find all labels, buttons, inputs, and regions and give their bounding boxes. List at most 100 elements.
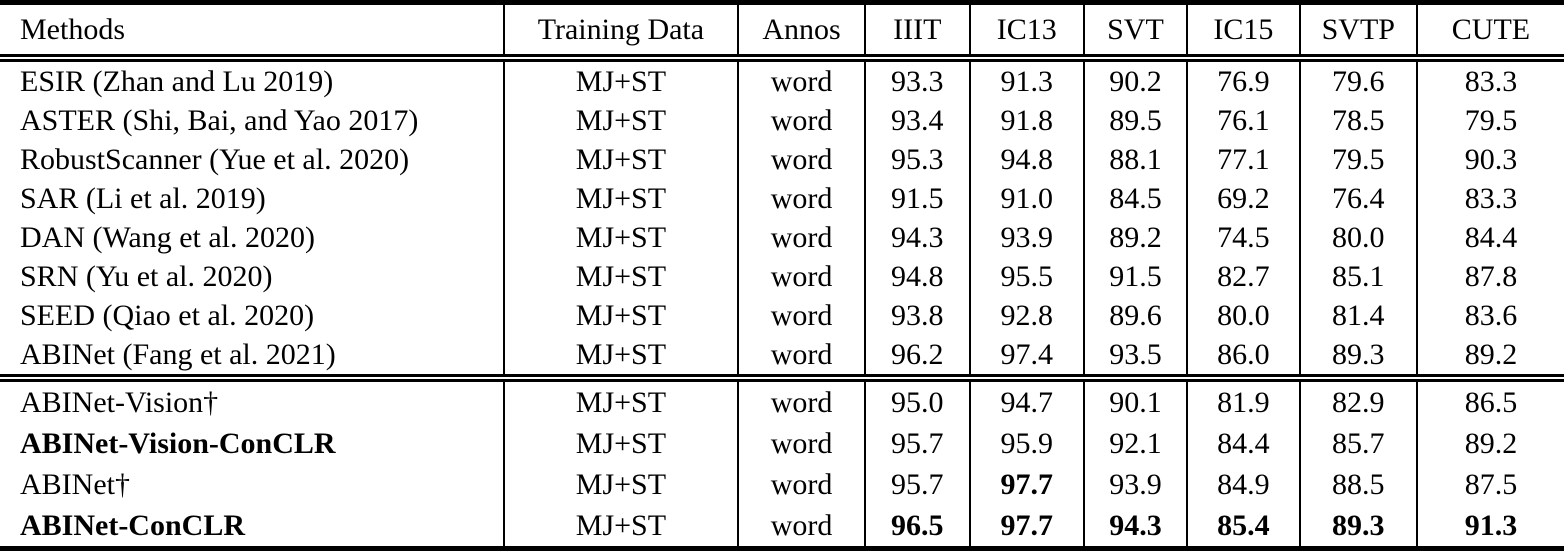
score-cell-svtp: 76.4 bbox=[1298, 179, 1417, 218]
score-cell-cute: 79.5 bbox=[1415, 101, 1564, 140]
score-cell-ic15: 69.2 bbox=[1186, 179, 1300, 218]
score-cell-iiit: 95.7 bbox=[863, 423, 970, 464]
method-cell: SRN (Yu et al. 2020) bbox=[20, 260, 273, 293]
score-cell-iiit: 94.8 bbox=[863, 257, 970, 296]
score-cell-ic15: 84.4 bbox=[1186, 423, 1300, 464]
score-cell-cute: 86.5 bbox=[1415, 378, 1564, 423]
score-cell-svtp: 89.3 bbox=[1298, 505, 1417, 549]
column-header-svt: SVT bbox=[1082, 2, 1188, 62]
training-data-cell: MJ+ST bbox=[502, 464, 739, 505]
score-cell-iiit: 95.3 bbox=[863, 140, 970, 179]
method-cell: ABINet-Vision-ConCLR bbox=[20, 427, 336, 460]
score-cell-svtp: 82.9 bbox=[1298, 378, 1417, 423]
method-cell: RobustScanner (Yue et al. 2020) bbox=[20, 143, 410, 176]
score-cell-svtp: 79.5 bbox=[1298, 140, 1417, 179]
score-cell-ic13: 91.3 bbox=[968, 58, 1084, 101]
score-cell-cute: 87.8 bbox=[1415, 257, 1564, 296]
table-row: SAR (Li et al. 2019) MJ+ST word 91.5 91.0 84.… bbox=[0, 179, 1564, 218]
training-data-cell: MJ+ST bbox=[502, 257, 739, 296]
training-data-cell: MJ+ST bbox=[502, 101, 739, 140]
method-cell: ABINet† bbox=[20, 468, 130, 501]
score-cell-svt: 94.3 bbox=[1082, 505, 1188, 549]
score-cell-ic13: 94.8 bbox=[968, 140, 1084, 179]
method-cell: DAN (Wang et al. 2020) bbox=[20, 221, 316, 254]
score-cell-ic15: 82.7 bbox=[1186, 257, 1300, 296]
table-row: ABINet† MJ+ST word 95.7 97.7 93.9 84.9 88.5 87.5 bbox=[0, 464, 1564, 505]
score-cell-ic13: 91.0 bbox=[968, 179, 1084, 218]
score-cell-ic15: 84.9 bbox=[1186, 464, 1300, 505]
annos-cell: word bbox=[737, 179, 865, 218]
method-cell: SAR (Li et al. 2019) bbox=[20, 182, 266, 215]
annos-cell: word bbox=[737, 378, 865, 423]
score-cell-svt: 93.5 bbox=[1082, 335, 1188, 382]
table-row: ASTER (Shi, Bai, and Yao 2017) MJ+ST word 9… bbox=[0, 101, 1564, 140]
score-cell-svtp: 88.5 bbox=[1298, 464, 1417, 505]
score-cell-svt: 93.9 bbox=[1082, 464, 1188, 505]
annos-cell: word bbox=[737, 296, 865, 335]
score-cell-cute: 90.3 bbox=[1415, 140, 1564, 179]
training-data-cell: MJ+ST bbox=[502, 179, 739, 218]
score-cell-ic13: 97.4 bbox=[968, 335, 1084, 382]
column-header-iiit: IIIT bbox=[863, 2, 970, 62]
annos-cell: word bbox=[737, 218, 865, 257]
score-cell-svtp: 79.6 bbox=[1298, 58, 1417, 101]
method-cell: ABINet-ConCLR bbox=[20, 509, 245, 542]
score-cell-ic13: 92.8 bbox=[968, 296, 1084, 335]
score-cell-ic15: 86.0 bbox=[1186, 335, 1300, 382]
method-cell: ESIR (Zhan and Lu 2019) bbox=[20, 65, 334, 98]
column-header-annos: Annos bbox=[737, 2, 865, 62]
score-cell-svtp: 81.4 bbox=[1298, 296, 1417, 335]
table-row: ABINet-Vision† MJ+ST word 95.0 94.7 90.1 81.9 8… bbox=[0, 378, 1564, 423]
score-cell-cute: 89.2 bbox=[1415, 335, 1564, 382]
score-cell-cute: 84.4 bbox=[1415, 218, 1564, 257]
header-row: Methods Training Data Annos IIIT IC13 SVT IC15… bbox=[0, 2, 1564, 62]
table-row: DAN (Wang et al. 2020) MJ+ST word 94.3 93.9 8… bbox=[0, 218, 1564, 257]
table-row: ESIR (Zhan and Lu 2019) MJ+ST word 93.3 91.3… bbox=[0, 58, 1564, 101]
score-cell-cute: 83.6 bbox=[1415, 296, 1564, 335]
score-cell-svtp: 85.1 bbox=[1298, 257, 1417, 296]
score-cell-iiit: 95.7 bbox=[863, 464, 970, 505]
score-cell-ic15: 80.0 bbox=[1186, 296, 1300, 335]
section-ours-conclr: ABINet-Vision† MJ+ST word 95.0 94.7 90.1 81.9 8… bbox=[0, 378, 1564, 549]
training-data-cell: MJ+ST bbox=[502, 505, 739, 549]
annos-cell: word bbox=[737, 257, 865, 296]
annos-cell: word bbox=[737, 464, 865, 505]
column-header-training-data: Training Data bbox=[502, 2, 739, 62]
annos-cell: word bbox=[737, 335, 865, 382]
table-row: ABINet-ConCLR MJ+ST word 96.5 97.7 94.3 85.4 89… bbox=[0, 505, 1564, 549]
score-cell-ic13: 95.9 bbox=[968, 423, 1084, 464]
score-cell-svtp: 85.7 bbox=[1298, 423, 1417, 464]
score-cell-iiit: 94.3 bbox=[863, 218, 970, 257]
score-cell-iiit: 91.5 bbox=[863, 179, 970, 218]
score-cell-iiit: 96.5 bbox=[863, 505, 970, 549]
score-cell-ic13: 91.8 bbox=[968, 101, 1084, 140]
training-data-cell: MJ+ST bbox=[502, 218, 739, 257]
score-cell-ic15: 81.9 bbox=[1186, 378, 1300, 423]
score-cell-cute: 83.3 bbox=[1415, 179, 1564, 218]
column-header-methods: Methods bbox=[0, 2, 504, 62]
table-row: SRN (Yu et al. 2020) MJ+ST word 94.8 95.5 91.… bbox=[0, 257, 1564, 296]
score-cell-cute: 83.3 bbox=[1415, 58, 1564, 101]
score-cell-iiit: 93.8 bbox=[863, 296, 970, 335]
column-header-ic15: IC15 bbox=[1186, 2, 1300, 62]
score-cell-svt: 89.6 bbox=[1082, 296, 1188, 335]
score-cell-svt: 91.5 bbox=[1082, 257, 1188, 296]
score-cell-ic13: 97.7 bbox=[968, 464, 1084, 505]
score-cell-iiit: 93.4 bbox=[863, 101, 970, 140]
score-cell-iiit: 93.3 bbox=[863, 58, 970, 101]
column-header-cute: CUTE bbox=[1415, 2, 1564, 62]
score-cell-svt: 90.2 bbox=[1082, 58, 1188, 101]
score-cell-svt: 90.1 bbox=[1082, 378, 1188, 423]
score-cell-cute: 87.5 bbox=[1415, 464, 1564, 505]
training-data-cell: MJ+ST bbox=[502, 140, 739, 179]
score-cell-svt: 88.1 bbox=[1082, 140, 1188, 179]
score-cell-ic13: 97.7 bbox=[968, 505, 1084, 549]
column-header-svtp: SVTP bbox=[1298, 2, 1417, 62]
score-cell-svtp: 89.3 bbox=[1298, 335, 1417, 382]
score-cell-svt: 84.5 bbox=[1082, 179, 1188, 218]
score-cell-ic15: 74.5 bbox=[1186, 218, 1300, 257]
column-header-ic13: IC13 bbox=[968, 2, 1084, 62]
training-data-cell: MJ+ST bbox=[502, 423, 739, 464]
score-cell-ic13: 93.9 bbox=[968, 218, 1084, 257]
